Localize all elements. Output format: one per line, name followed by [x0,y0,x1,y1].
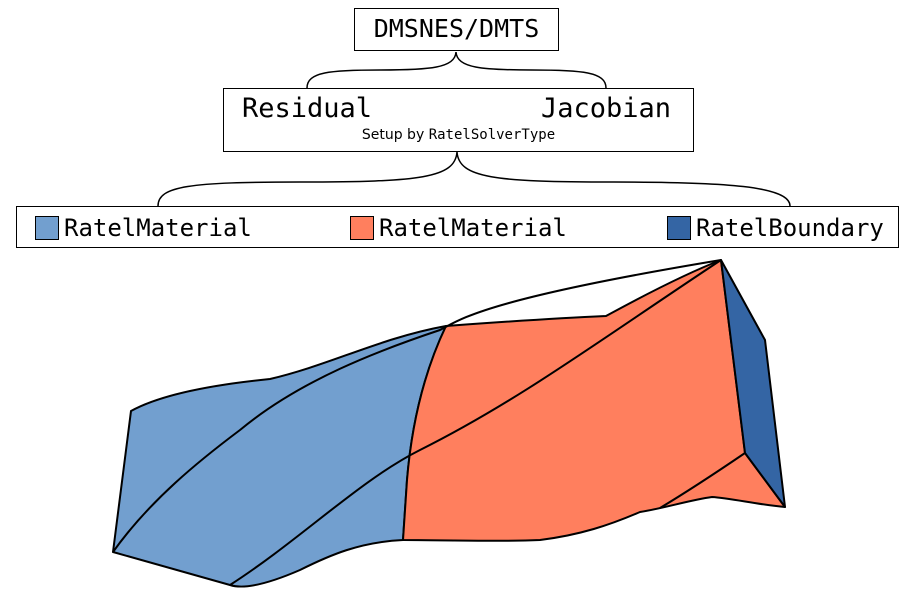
swatch-material-blue [35,216,59,240]
legend-box: RatelMaterial RatelMaterial RatelBoundar… [16,206,899,248]
legend-item-boundary: RatelBoundary [667,214,884,242]
setup-prefix: Setup by [361,127,429,143]
jacobian-label: Jacobian [540,93,671,124]
legend-item-material-blue: RatelMaterial [35,214,252,242]
residual-jacobian-box: Residual Jacobian Setup by RatelSolverTy… [223,88,694,152]
legend-label: RatelMaterial [379,214,567,242]
swatch-material-orange [350,216,374,240]
middle-brace [157,151,791,207]
legend-item-material-orange: RatelMaterial [350,214,567,242]
region-boundary [720,259,786,508]
swatch-boundary [667,216,691,240]
interior-curve-lower [229,259,722,586]
dmsnes-dmts-box: DMSNES/DMTS [354,8,559,51]
legend-label: RatelBoundary [696,214,884,242]
legend-label: RatelMaterial [64,214,252,242]
top-brace [306,51,607,89]
orange-inner-edge [659,452,746,509]
setup-caption: Setup by RatelSolverType [224,127,693,143]
setup-code: RatelSolverType [428,127,556,143]
twisted-domain-shape [112,259,786,588]
residual-label: Residual [242,93,373,124]
dmsnes-dmts-label: DMSNES/DMTS [373,14,540,43]
interior-curve [112,259,722,553]
region-material-orange [402,259,786,542]
region-material-blue [112,325,447,588]
